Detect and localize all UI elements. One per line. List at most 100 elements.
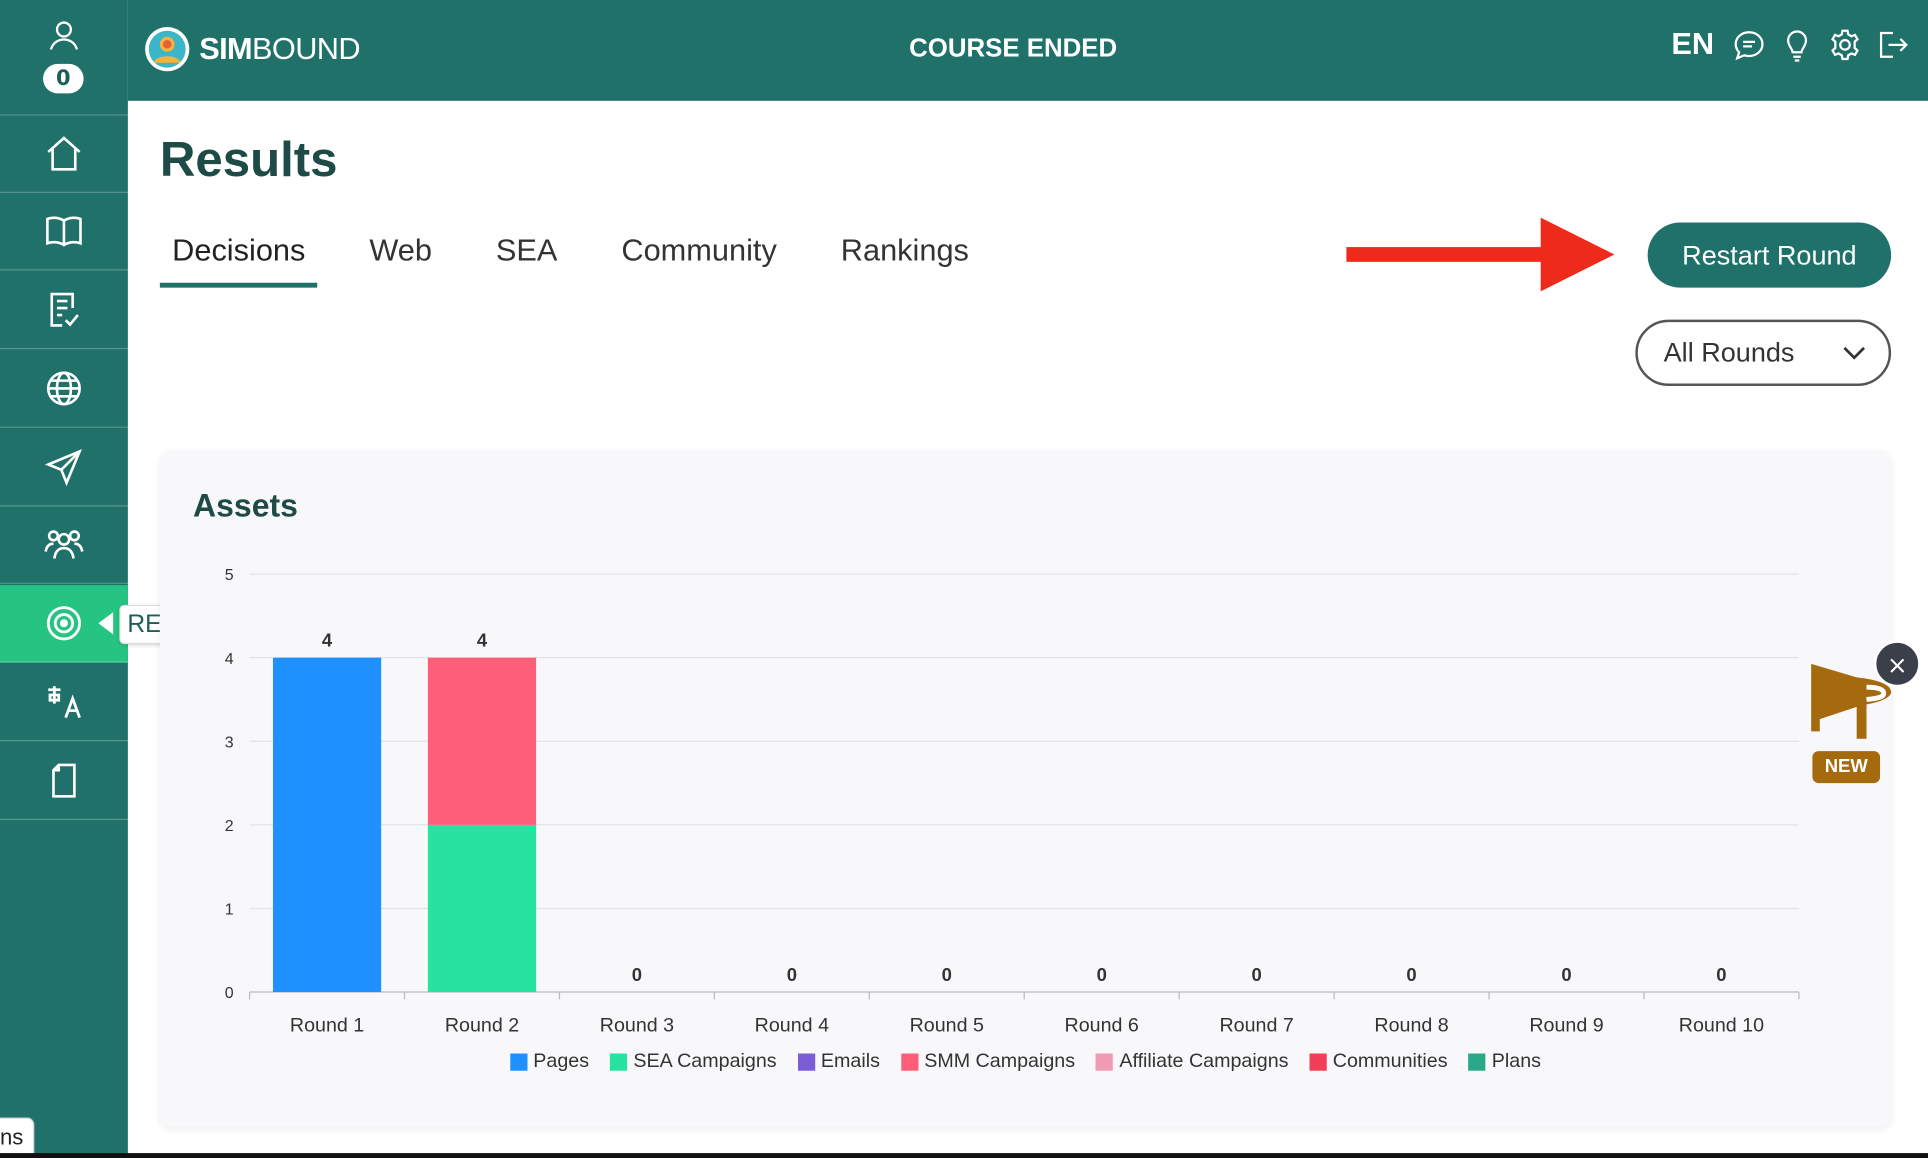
tab-rankings[interactable]: Rankings bbox=[840, 233, 969, 268]
active-indicator bbox=[98, 612, 114, 635]
assets-chart: 0 1 2 3 4 5 4 Round 1 4 Round 2 0 Round 3 0 Round 4 0 R… bbox=[225, 567, 1800, 1036]
new-badge[interactable]: NEW bbox=[1812, 751, 1881, 784]
legend-item[interactable]: Emails bbox=[797, 1051, 880, 1073]
sidebar-item-home[interactable] bbox=[0, 116, 128, 194]
legend-label: Communities bbox=[1332, 1051, 1448, 1072]
globe-icon bbox=[46, 371, 81, 406]
legend-label: Plans bbox=[1491, 1051, 1542, 1072]
x-tick-label: Round 9 bbox=[1529, 1014, 1603, 1036]
bar-total-label: 4 bbox=[322, 630, 333, 651]
legend-item[interactable]: Communities bbox=[1309, 1051, 1448, 1073]
legend-item[interactable]: Plans bbox=[1468, 1051, 1541, 1073]
logout-icon bbox=[1879, 31, 1908, 58]
legend-item[interactable]: SMM Campaigns bbox=[900, 1051, 1076, 1073]
header-actions: EN bbox=[1671, 27, 1910, 63]
bar-segment bbox=[427, 824, 537, 993]
legend-item[interactable]: Pages bbox=[509, 1051, 590, 1073]
legend-swatch bbox=[1309, 1053, 1327, 1071]
legend-swatch bbox=[1095, 1053, 1114, 1071]
promo-close-button[interactable]: × bbox=[1873, 640, 1921, 688]
x-tick-label: Round 5 bbox=[910, 1014, 984, 1036]
legend-swatch bbox=[609, 1053, 628, 1071]
rounds-dropdown[interactable]: All Rounds bbox=[1635, 319, 1892, 387]
y-tick-label: 1 bbox=[225, 902, 234, 919]
user-points-badge: 0 bbox=[43, 63, 84, 94]
logo-text: SIMBOUND bbox=[199, 31, 360, 66]
sidebar-item-tasks[interactable] bbox=[0, 272, 128, 350]
book-icon bbox=[46, 216, 82, 247]
bar-total-label: 0 bbox=[1406, 964, 1416, 985]
document-icon bbox=[52, 763, 76, 798]
chat-button[interactable] bbox=[1731, 27, 1767, 63]
legend-swatch bbox=[797, 1053, 815, 1071]
red-arrow-annotation bbox=[1346, 217, 1615, 292]
legend-swatch bbox=[900, 1053, 919, 1071]
sidebar-item-send[interactable] bbox=[0, 429, 128, 507]
legend-item[interactable]: Affiliate Campaigns bbox=[1095, 1051, 1289, 1073]
tab-community[interactable]: Community bbox=[621, 233, 777, 268]
y-tick-label: 2 bbox=[225, 818, 234, 835]
bar-total-label: 0 bbox=[787, 964, 797, 985]
translate-icon bbox=[48, 686, 81, 719]
y-tick-label: 5 bbox=[225, 567, 234, 584]
megaphone-icon[interactable] bbox=[1807, 660, 1893, 741]
bar-total-label: 4 bbox=[477, 630, 488, 651]
sidebar-item-book[interactable] bbox=[0, 193, 128, 271]
chat-icon bbox=[1734, 31, 1764, 61]
bar-total-label: 0 bbox=[1716, 964, 1726, 985]
language-switcher[interactable]: EN bbox=[1671, 27, 1715, 62]
lightbulb-icon bbox=[1787, 30, 1808, 62]
legend-label: Affiliate Campaigns bbox=[1119, 1051, 1289, 1072]
bar-total-label: 0 bbox=[1561, 964, 1571, 985]
legend-item[interactable]: SEA Campaigns bbox=[609, 1051, 777, 1073]
x-tick-label: Round 3 bbox=[600, 1014, 674, 1036]
x-tick-label: Round 10 bbox=[1679, 1014, 1764, 1036]
target-icon bbox=[46, 606, 82, 641]
top-header: SIMBOUND COURSE ENDED EN bbox=[127, 0, 1928, 101]
window-bottom-edge bbox=[0, 1153, 1928, 1158]
checklist-icon bbox=[50, 292, 79, 327]
y-tick-label: 0 bbox=[225, 985, 234, 1002]
x-tick-label: Round 1 bbox=[290, 1014, 364, 1036]
home-icon bbox=[47, 136, 81, 171]
user-profile[interactable]: 0 bbox=[0, 0, 128, 116]
sidebar-item-document[interactable] bbox=[0, 742, 128, 820]
chart-legend: Pages SEA Campaigns Emails SMM Campaigns Aff… bbox=[160, 1051, 1891, 1073]
page-title: Results bbox=[159, 132, 338, 187]
corner-tab[interactable]: ns bbox=[0, 1117, 35, 1158]
results-tabs: Decisions Web SEA Community Rankings bbox=[159, 229, 1021, 288]
settings-button[interactable] bbox=[1827, 27, 1863, 63]
chart-title: Assets bbox=[193, 486, 298, 524]
bar-segment bbox=[272, 657, 382, 993]
logo-icon bbox=[145, 27, 190, 72]
logout-button[interactable] bbox=[1875, 27, 1911, 63]
send-icon bbox=[44, 449, 83, 487]
sidebar-item-community[interactable] bbox=[0, 506, 128, 584]
tab-decisions[interactable]: Decisions bbox=[159, 229, 318, 288]
legend-swatch bbox=[509, 1053, 528, 1071]
bar-total-label: 0 bbox=[1252, 964, 1262, 985]
y-tick-label: 4 bbox=[225, 651, 234, 668]
users-icon bbox=[44, 530, 84, 559]
rounds-dropdown-value: All Rounds bbox=[1663, 336, 1795, 368]
logo[interactable]: SIMBOUND bbox=[143, 25, 361, 74]
bar-total-label: 0 bbox=[1097, 964, 1107, 985]
x-tick-label: Round 6 bbox=[1065, 1014, 1139, 1036]
legend-label: SEA Campaigns bbox=[633, 1051, 777, 1072]
bar-segment bbox=[427, 657, 537, 825]
x-tick-label: Round 8 bbox=[1374, 1014, 1448, 1036]
course-status: COURSE ENDED bbox=[909, 34, 1118, 63]
tab-sea[interactable]: SEA bbox=[495, 233, 558, 268]
sidebar-item-translate[interactable] bbox=[0, 664, 128, 742]
y-tick-label: 3 bbox=[225, 734, 234, 751]
legend-label: SMM Campaigns bbox=[924, 1051, 1076, 1072]
user-icon bbox=[49, 21, 79, 50]
legend-label: Pages bbox=[533, 1051, 590, 1072]
restart-round-button[interactable]: Restart Round bbox=[1647, 222, 1892, 288]
tab-web[interactable]: Web bbox=[369, 233, 432, 268]
ideas-button[interactable] bbox=[1779, 27, 1815, 63]
x-tick-label: Round 2 bbox=[445, 1014, 519, 1036]
sidebar-item-web[interactable] bbox=[0, 350, 128, 428]
chevron-down-icon bbox=[1843, 346, 1866, 360]
